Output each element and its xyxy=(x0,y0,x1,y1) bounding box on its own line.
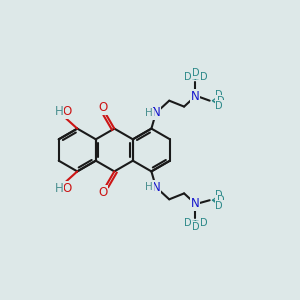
Text: D: D xyxy=(215,190,223,200)
Text: H: H xyxy=(55,182,63,195)
Text: D: D xyxy=(217,195,224,205)
Text: O: O xyxy=(62,182,72,195)
Text: N: N xyxy=(152,106,160,119)
Text: N: N xyxy=(152,181,160,194)
Text: H: H xyxy=(146,108,153,118)
Text: O: O xyxy=(98,186,108,199)
Text: D: D xyxy=(217,96,224,106)
Text: D: D xyxy=(192,68,200,78)
Text: D: D xyxy=(200,218,207,227)
Text: O: O xyxy=(62,105,72,118)
Text: D: D xyxy=(215,201,223,211)
Text: D: D xyxy=(215,90,223,100)
Text: D: D xyxy=(184,218,191,227)
Text: D: D xyxy=(215,101,223,111)
Text: N: N xyxy=(191,90,200,103)
Text: N: N xyxy=(191,197,200,210)
Text: D: D xyxy=(192,222,200,232)
Text: O: O xyxy=(98,101,108,114)
Text: D: D xyxy=(184,73,191,82)
Text: D: D xyxy=(200,73,207,82)
Text: H: H xyxy=(146,182,153,192)
Text: H: H xyxy=(55,105,63,118)
